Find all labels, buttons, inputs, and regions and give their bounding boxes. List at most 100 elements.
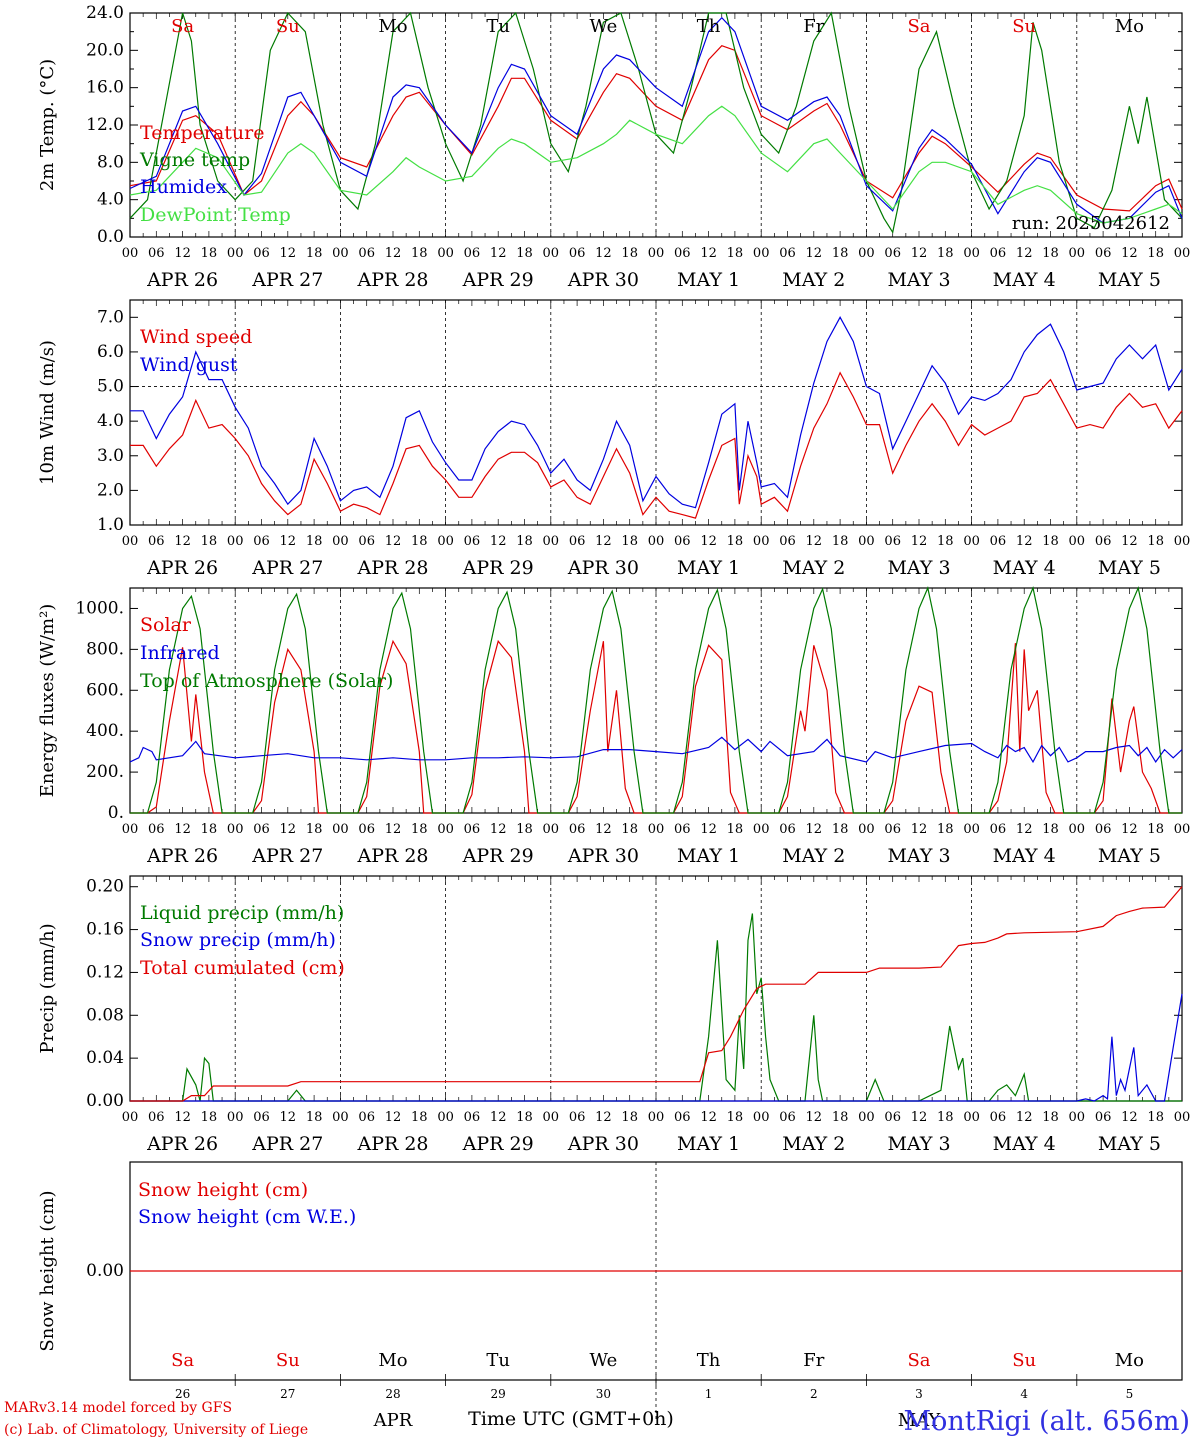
y-tick-label: 8.0 [97, 152, 124, 172]
hour-label: 00 [963, 534, 980, 549]
hour-label: 06 [148, 534, 165, 549]
y-tick-label: 1000. [75, 598, 124, 618]
hour-label: 00 [648, 246, 665, 261]
date-label: APR 29 [462, 557, 534, 579]
day-label: Sa [907, 16, 930, 37]
hour-label: 00 [332, 822, 349, 837]
hour-label: 00 [227, 822, 244, 837]
date-label: APR 28 [356, 269, 428, 291]
hour-label: 12 [806, 246, 823, 261]
hour-label: 06 [990, 822, 1007, 837]
hour-label: 18 [201, 246, 218, 261]
hour-label: 06 [674, 534, 691, 549]
day-number: 3 [915, 1387, 923, 1401]
date-label: APR 30 [567, 269, 639, 291]
day-label: Mo [378, 16, 407, 37]
y-tick-label: 0.04 [86, 1048, 124, 1068]
hour-label: 00 [332, 534, 349, 549]
hour-label: 18 [516, 246, 533, 261]
series-line-2 [129, 11, 1183, 234]
hour-label: 18 [1147, 1110, 1164, 1125]
series-line-2 [130, 993, 1183, 1102]
day-label: Mo [1115, 1350, 1144, 1371]
legend-entry: Liquid precip (mm/h) [140, 902, 344, 924]
hour-label: 06 [253, 822, 270, 837]
series-line-4 [129, 105, 1183, 224]
university-credit: (c) Lab. of Climatology, University of L… [4, 1422, 308, 1438]
date-label: MAY 5 [1098, 845, 1161, 867]
legend-entry: Infrared [140, 642, 220, 664]
hour-label: 12 [1121, 1110, 1138, 1125]
date-label: MAY 3 [887, 845, 950, 867]
day-label: Tu [486, 1350, 510, 1371]
hour-label: 18 [937, 1110, 954, 1125]
hour-label: 00 [227, 1110, 244, 1125]
run-label: run: 2025042612 [1012, 213, 1170, 234]
hour-label: 18 [201, 1110, 218, 1125]
month-label: APR [373, 1410, 413, 1431]
hour-label: 06 [779, 534, 796, 549]
y-tick-label: 0.0 [97, 227, 124, 247]
hour-label: 00 [122, 246, 139, 261]
hour-label: 18 [201, 534, 218, 549]
hour-label: 12 [595, 246, 612, 261]
panel-2: 1.0 2.0 3.0 4.0 5.0 6.0 7.0 10m Wind (m/s) Wind … [37, 299, 1190, 579]
hour-label: 12 [490, 822, 507, 837]
y-tick-label: 6.0 [97, 342, 124, 362]
hour-label: 12 [595, 534, 612, 549]
hour-label: 00 [753, 246, 770, 261]
hour-label: 06 [358, 534, 375, 549]
date-label: APR 27 [251, 557, 323, 579]
hour-label: 06 [884, 1110, 901, 1125]
panel-4: 0.00 0.04 0.08 0.12 0.16 0.20 Precip (mm/h) Liq… [37, 875, 1190, 1155]
hour-label: 00 [332, 246, 349, 261]
day-number: 1 [705, 1387, 713, 1401]
panel-frame [129, 587, 1183, 814]
hour-label: 06 [884, 822, 901, 837]
series-line-1 [130, 371, 1183, 519]
hour-label: 12 [174, 246, 191, 261]
legend-entry: Vigne temp [139, 149, 250, 171]
hour-label: 18 [1042, 534, 1059, 549]
hour-label: 06 [884, 246, 901, 261]
hour-label: 00 [963, 246, 980, 261]
hour-label: 06 [464, 822, 481, 837]
hour-label: 00 [543, 822, 560, 837]
y-axis-title: Snow height (cm) [37, 1190, 58, 1351]
hour-label: 18 [306, 246, 323, 261]
date-label: APR 27 [251, 1133, 323, 1155]
hour-label: 06 [358, 1110, 375, 1125]
hour-label: 12 [806, 534, 823, 549]
hour-label: 00 [543, 534, 560, 549]
hour-label: 00 [1174, 246, 1191, 261]
hour-label: 00 [227, 534, 244, 549]
hour-label: 06 [990, 534, 1007, 549]
day-number: 30 [596, 1387, 611, 1401]
hour-label: 12 [1121, 534, 1138, 549]
legend-entry: Total cumulated (cm) [140, 957, 345, 979]
legend-entry: Snow precip (mm/h) [140, 929, 336, 951]
date-label: APR 26 [146, 269, 218, 291]
hour-label: 12 [1016, 246, 1033, 261]
hour-label: 06 [358, 822, 375, 837]
y-tick-label: 1.0 [97, 515, 124, 535]
hour-label: 00 [122, 1110, 139, 1125]
day-label: Sa [171, 16, 194, 37]
date-label: APR 28 [356, 845, 428, 867]
hour-label: 12 [700, 822, 717, 837]
panel-5: 0.00 Snow height (cm) Snow height (cm) Snow… [37, 1161, 1183, 1431]
month-label: MAY [898, 1410, 942, 1431]
hour-label: 00 [437, 534, 454, 549]
day-label: Fr [803, 16, 824, 37]
day-number: 27 [280, 1387, 295, 1401]
y-tick-label: 0.16 [86, 920, 124, 940]
hour-label: 12 [490, 246, 507, 261]
day-number: 29 [491, 1387, 506, 1401]
hour-label: 18 [937, 822, 954, 837]
hour-label: 18 [1042, 1110, 1059, 1125]
hour-label: 06 [464, 534, 481, 549]
hour-label: 00 [858, 534, 875, 549]
date-label: MAY 3 [887, 557, 950, 579]
hour-label: 06 [253, 246, 270, 261]
date-label: MAY 1 [677, 1133, 740, 1155]
